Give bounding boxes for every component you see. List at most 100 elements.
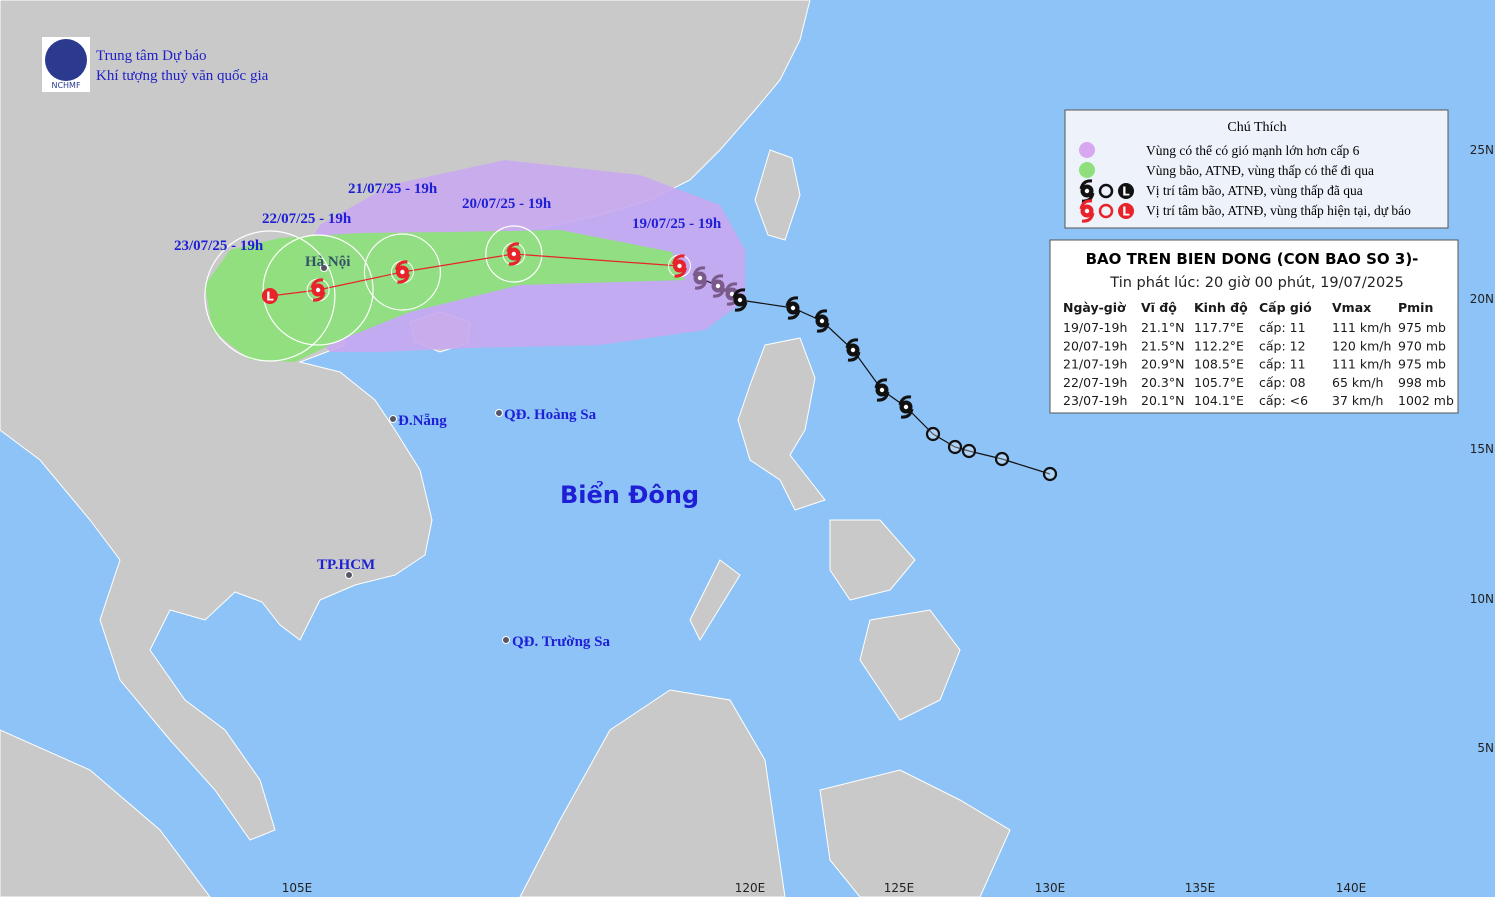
past-storm-eye bbox=[819, 318, 825, 324]
lat-label: 5N bbox=[1477, 741, 1494, 755]
lat-label: 25N bbox=[1470, 143, 1494, 157]
forecast-storm-arm bbox=[394, 260, 410, 284]
past-storm-arm bbox=[845, 338, 861, 362]
place-dot bbox=[345, 571, 353, 579]
logo bbox=[45, 39, 87, 81]
table-cell: 19/07-19h bbox=[1063, 320, 1127, 335]
column-header: Pmin bbox=[1398, 300, 1433, 315]
lon-label: 135E bbox=[1185, 881, 1216, 895]
legend-storm-arm bbox=[1079, 199, 1095, 223]
legend-symbols: LL bbox=[1079, 179, 1134, 223]
place-label: QĐ. Hoàng Sa bbox=[504, 407, 597, 423]
table-cell: 20/07-19h bbox=[1063, 338, 1127, 353]
past-storm-arm bbox=[692, 266, 708, 290]
table-cell: 23/07-19h bbox=[1063, 393, 1127, 408]
forecast-storm-arm bbox=[506, 242, 522, 266]
place-dot bbox=[502, 636, 510, 644]
track-label: 21/07/25 - 19h bbox=[348, 181, 438, 197]
storm-path-zone bbox=[205, 230, 685, 362]
table-cell: 20.3°N bbox=[1141, 375, 1184, 390]
past-storm-arm bbox=[710, 274, 726, 298]
table-cell: 111 km/h bbox=[1332, 357, 1391, 372]
lon-label: 120E bbox=[735, 881, 766, 895]
place-dot bbox=[320, 264, 328, 272]
past-storm-eye bbox=[715, 283, 721, 289]
legend-title: Chú Thích bbox=[1227, 120, 1286, 135]
low-marker bbox=[1118, 203, 1134, 219]
lat-label: 20N bbox=[1470, 292, 1494, 306]
legend-item: Vị trí tâm bão, ATNĐ, vùng thấp hiện tại… bbox=[1146, 203, 1411, 218]
bulletin-box bbox=[1049, 239, 1459, 414]
column-header: Vĩ độ bbox=[1141, 300, 1177, 315]
uncertainty-circle bbox=[262, 234, 374, 346]
track-label: 22/07/25 - 19h bbox=[262, 211, 352, 227]
place-label: QĐ. Trường Sa bbox=[512, 634, 611, 650]
low-marker bbox=[1118, 183, 1134, 199]
table-cell: 20.9°N bbox=[1141, 357, 1184, 372]
bulletin-table: Ngày-giờ Vĩ độ Kinh độ Cấp gió Vmax Pmin 19/07… bbox=[1063, 300, 1454, 408]
past-low bbox=[1042, 466, 1058, 482]
legend-item: Vùng có thể có gió mạnh lớn hơn cấp 6 bbox=[1146, 143, 1360, 158]
uncertainty-circle bbox=[485, 225, 543, 283]
track-label: 20/07/25 - 19h bbox=[462, 196, 552, 212]
past-storm-eye bbox=[737, 297, 743, 303]
table-cell: 105.7°E bbox=[1194, 375, 1244, 390]
low-marker-text: L bbox=[266, 290, 274, 304]
column-header: Vmax bbox=[1332, 300, 1371, 315]
table-cell: 104.1°E bbox=[1194, 393, 1244, 408]
forecast-storm-eye bbox=[511, 251, 517, 257]
lat-label: 15N bbox=[1470, 442, 1494, 456]
legend-swatch bbox=[1079, 142, 1095, 158]
uncertainty-circle bbox=[363, 233, 442, 311]
past-storm-arm bbox=[814, 309, 830, 333]
past-storm-eye bbox=[729, 291, 735, 297]
low-marker bbox=[261, 288, 278, 304]
lon-label: 125E bbox=[884, 881, 915, 895]
past-storm-arm bbox=[898, 395, 914, 419]
lon-label: 130E bbox=[1035, 881, 1066, 895]
table-cell: cấp: 11 bbox=[1259, 357, 1306, 372]
place-label: Đ.Nẵng bbox=[398, 413, 447, 429]
lat-label: 10N bbox=[1470, 592, 1494, 606]
logo-text: NCHMF bbox=[51, 81, 80, 90]
org-name: Trung tâm Dự báo bbox=[96, 48, 207, 64]
column-header: Cấp gió bbox=[1259, 300, 1312, 315]
legend-ring bbox=[1098, 183, 1114, 199]
table-cell: cấp: 11 bbox=[1259, 320, 1306, 335]
past-storm-arm bbox=[732, 288, 748, 312]
table-cell: 20.1°N bbox=[1141, 393, 1184, 408]
forecast-storm-arm bbox=[310, 278, 326, 302]
past-storm-arm bbox=[874, 378, 890, 402]
lon-label: 140E bbox=[1336, 881, 1367, 895]
place-dot bbox=[495, 409, 503, 417]
table-cell: 22/07-19h bbox=[1063, 375, 1127, 390]
legend-swatch bbox=[1079, 162, 1095, 178]
past-low bbox=[961, 443, 977, 459]
past-storm-arm bbox=[785, 296, 801, 320]
table-cell: 108.5°E bbox=[1194, 357, 1244, 372]
bulletin-issued: Tin phát lúc: 20 giờ 00 phút, 19/07/2025 bbox=[1109, 275, 1403, 291]
column-header: Ngày-giờ bbox=[1063, 300, 1126, 315]
past-storm-eye bbox=[879, 387, 885, 393]
table-cell: 975 mb bbox=[1398, 357, 1446, 372]
place-label: Hà Nội bbox=[305, 254, 350, 270]
table-cell: cấp: 12 bbox=[1259, 338, 1306, 353]
legend-item: Vùng bão, ATNĐ, vùng thấp có thể đi qua bbox=[1146, 163, 1374, 178]
low-marker-text: L bbox=[1122, 205, 1130, 219]
place-label: TP.HCM bbox=[317, 557, 375, 573]
bulletin-title: BAO TREN BIEN DONG (CON BAO SO 3)- bbox=[1086, 250, 1419, 268]
legend-item: Vị trí tâm bão, ATNĐ, vùng thấp đã qua bbox=[1146, 183, 1363, 198]
table-cell: 120 km/h bbox=[1332, 338, 1391, 353]
table-cell: 117.7°E bbox=[1194, 320, 1244, 335]
place-dot bbox=[389, 415, 397, 423]
map-overlay: L 19/07/25 - 19h 20/07/25 - 19h 21/07/25 - … bbox=[174, 143, 1494, 895]
lon-label: 105E bbox=[282, 881, 313, 895]
low-marker-text: L bbox=[1122, 185, 1130, 199]
past-storm-eye bbox=[697, 275, 703, 281]
table-cell: 975 mb bbox=[1398, 320, 1446, 335]
table-cell: 111 km/h bbox=[1332, 320, 1391, 335]
uncertainty-circle bbox=[204, 230, 336, 362]
table-cell: cấp: 08 bbox=[1259, 375, 1306, 390]
table-cell: cấp: <6 bbox=[1259, 393, 1308, 408]
